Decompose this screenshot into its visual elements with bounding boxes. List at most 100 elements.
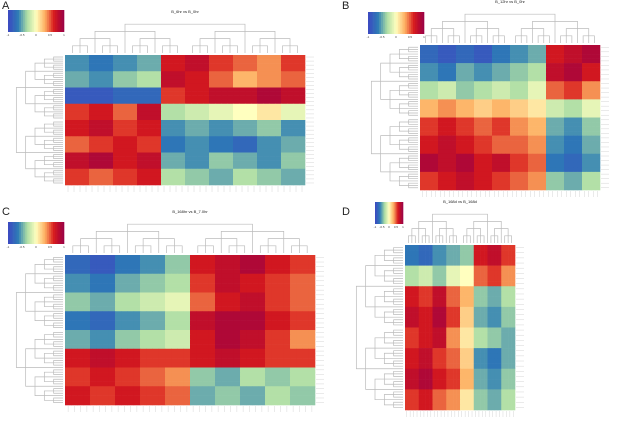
heatmap-cell [469, 85, 475, 91]
heatmap-cell [281, 59, 288, 64]
heatmap-cell [209, 156, 216, 161]
heatmap-cell [586, 112, 592, 118]
heatmap-cell [271, 381, 278, 387]
heatmap-cell [546, 158, 551, 164]
heatmap-cell [432, 270, 437, 277]
heatmap-cell [299, 115, 306, 121]
heatmap-cell [283, 339, 291, 345]
heatmap-cell [496, 144, 502, 150]
heatmap-cell [90, 287, 97, 293]
heatmap-cell [113, 55, 120, 60]
heatmap-cell [477, 270, 481, 277]
heatmap-cell [451, 67, 457, 73]
heatmap-cell [474, 76, 479, 82]
heatmap-cell [115, 348, 122, 354]
heatmap-cell [191, 99, 198, 105]
heatmap-cell [501, 358, 505, 364]
heatmap-cell [411, 245, 416, 251]
heatmap-cell [483, 171, 488, 177]
heatmap-cell [505, 112, 511, 118]
heatmap-cell [477, 255, 481, 261]
heatmap-cell [424, 49, 430, 55]
heatmap-cell [405, 260, 409, 266]
heatmap-cell [101, 79, 108, 84]
heatmap-cell [191, 55, 198, 60]
heatmap-cell [65, 278, 72, 284]
heatmap-cell [227, 152, 234, 157]
legend-tick-label: 0.5 [48, 245, 53, 249]
heatmap-cell [191, 172, 198, 178]
heatmap-cell [227, 390, 235, 396]
heatmap-cell [293, 144, 300, 149]
heatmap-cell [149, 124, 156, 129]
heatmap-cell [221, 107, 228, 113]
heatmap-cell [191, 180, 198, 186]
heatmap-cell [519, 49, 524, 55]
heatmap-cell [438, 144, 443, 150]
heatmap-cell [451, 76, 457, 82]
heatmap-cell [442, 76, 448, 82]
heatmap-cell [257, 103, 264, 109]
heatmap-cell [541, 171, 547, 177]
heatmap-cell [246, 264, 253, 270]
heatmap-cell [555, 103, 560, 109]
heatmap-cell [559, 45, 565, 50]
heatmap-cell [582, 54, 587, 59]
heatmap-cell [478, 108, 484, 114]
heatmap-cell [96, 386, 103, 392]
heatmap-cell [595, 81, 601, 87]
heatmap-cell [293, 120, 300, 125]
heatmap-cell [113, 75, 120, 80]
heatmap-cell [514, 63, 520, 68]
heatmap-cell [504, 245, 509, 251]
heatmap-cell [115, 306, 122, 312]
heatmap-cell [167, 172, 174, 178]
heatmap-cell [131, 128, 138, 133]
heatmap-cell [447, 45, 452, 50]
heatmap-cell [460, 58, 466, 64]
heatmap-cell [532, 90, 538, 96]
heatmap-cell [586, 176, 592, 182]
heatmap-cell [568, 54, 574, 59]
heatmap-cell [290, 255, 297, 260]
heatmap-cell [460, 45, 466, 50]
heatmap-cell [408, 363, 413, 370]
heatmap-cell [302, 390, 310, 396]
heatmap-cell [90, 330, 97, 335]
heatmap-cell [239, 71, 246, 76]
heatmap-cell [83, 87, 90, 92]
heatmap-cell [161, 164, 168, 170]
heatmap-cell [505, 158, 511, 164]
heatmap-cell [487, 250, 492, 256]
heatmap-cell [251, 144, 258, 149]
heatmap-cell [239, 128, 246, 133]
heatmap-cell [420, 117, 425, 123]
heatmap-cell [190, 325, 197, 331]
heatmap-cell [209, 172, 216, 178]
heatmap-cell [537, 58, 542, 64]
heatmap-cell [275, 99, 282, 105]
heatmap-cell [173, 172, 180, 178]
heatmap-cell [456, 176, 461, 182]
heatmap-cell [537, 94, 542, 100]
heatmap-cell [463, 245, 468, 251]
heatmap-cell [511, 348, 516, 354]
heatmap-cell [283, 320, 291, 326]
heatmap-cell [155, 120, 162, 125]
heatmap-cell [469, 81, 475, 87]
heatmap-cell [190, 259, 197, 265]
heatmap-cell [287, 160, 294, 165]
heatmap-cell [568, 162, 574, 168]
heatmap-cell [171, 311, 178, 317]
heatmap-cell [424, 162, 430, 168]
heatmap-cell [119, 63, 126, 68]
heatmap-cell [173, 152, 180, 157]
heatmap-cell [302, 292, 310, 298]
heatmap-cell [591, 176, 596, 182]
heatmap-cell [541, 54, 547, 59]
heatmap-cell [415, 270, 420, 277]
heatmap-cell [246, 301, 253, 307]
heatmap-cell [83, 325, 91, 331]
heatmap-cell [119, 124, 126, 129]
heatmap-cell [433, 67, 439, 73]
